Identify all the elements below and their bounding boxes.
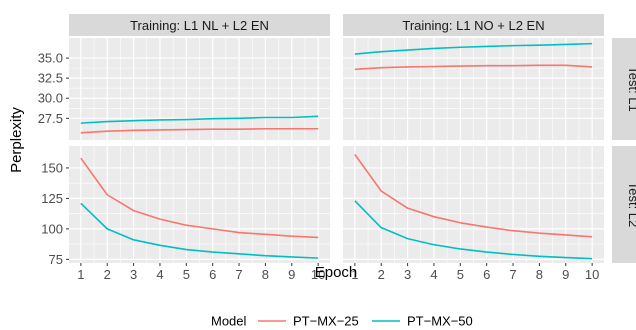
y-tick-label: 150 (41, 160, 63, 175)
x-tick-label: 6 (209, 267, 216, 282)
row-strip-2 (612, 146, 636, 263)
series-line-pt-mx-25 (80, 157, 319, 239)
series-line-pt-mx-25 (354, 64, 593, 71)
row-strip-1 (612, 38, 636, 140)
y-tick-label: 27.5 (38, 111, 63, 126)
series-line-pt-mx-50 (80, 115, 319, 124)
y-tick-label: 30.0 (38, 91, 63, 106)
x-tick-label: 5 (183, 267, 190, 282)
x-tick-label: 4 (430, 267, 437, 282)
column-strip-label-2: Training: L1 NO + L2 EN (402, 18, 544, 33)
y-axis-title: Perplexity (8, 107, 25, 173)
legend-title: Model (211, 314, 247, 329)
x-tick-label: 1 (77, 267, 84, 282)
y-tick-label: 35.0 (38, 51, 63, 66)
x-tick-labels: 1 2 3 4 5 6 7 8 9 10 1 2 3 4 5 6 7 8 9 10 (77, 263, 599, 282)
column-strip-1 (69, 14, 330, 36)
row-strip-label-1: Test: L1 (626, 66, 636, 112)
y-tick-label: 100 (41, 221, 63, 236)
x-tick-label: 3 (130, 267, 137, 282)
x-tick-label: 9 (562, 267, 569, 282)
x-tick-label: 2 (378, 267, 385, 282)
y-tick-label: 75 (49, 252, 63, 267)
series-line-pt-mx-25 (354, 154, 593, 238)
legend-label-pt-mx-25: PT−MX−25 (293, 314, 359, 329)
legend: Model PT−MX−25 PT−MX−50 (211, 314, 473, 329)
x-tick-label: 6 (483, 267, 490, 282)
x-tick-label: 4 (156, 267, 163, 282)
series-line-pt-mx-25 (80, 127, 319, 134)
x-tick-label: 8 (262, 267, 269, 282)
column-strip-label-1: Training: L1 NL + L2 EN (130, 18, 269, 33)
column-strip-2 (343, 14, 604, 36)
y-tick-label: 125 (41, 191, 63, 206)
x-tick-label: 1 (351, 267, 358, 282)
series-line-pt-mx-50 (354, 42, 593, 55)
x-tick-label: 7 (235, 267, 242, 282)
x-tick-label: 3 (404, 267, 411, 282)
y-tick-labels: 27.5 30.0 32.5 35.0 75 100 125 150 (38, 51, 69, 267)
x-tick-label: 10 (585, 267, 599, 282)
panel-r1-c1 (69, 38, 330, 140)
panel-r2-c1 (69, 146, 330, 263)
panels-layer: Training: L1 NL + L2 EN Training: L1 NO +… (69, 14, 636, 263)
y-tick-label: 32.5 (38, 71, 63, 86)
legend-label-pt-mx-50: PT−MX−50 (407, 314, 473, 329)
panel-r2-c2 (343, 146, 604, 263)
x-tick-label: 8 (536, 267, 543, 282)
x-tick-label: 9 (288, 267, 295, 282)
series-line-pt-mx-50 (80, 202, 319, 259)
x-tick-label: 10 (311, 267, 325, 282)
panel-r1-c2 (343, 38, 604, 140)
row-strip-label-2: Test: L2 (626, 182, 636, 228)
x-tick-label: 7 (509, 267, 516, 282)
series-line-pt-mx-50 (354, 200, 593, 260)
x-axis-title: Epoch (315, 264, 358, 281)
x-tick-label: 5 (457, 267, 464, 282)
x-tick-label: 2 (104, 267, 111, 282)
